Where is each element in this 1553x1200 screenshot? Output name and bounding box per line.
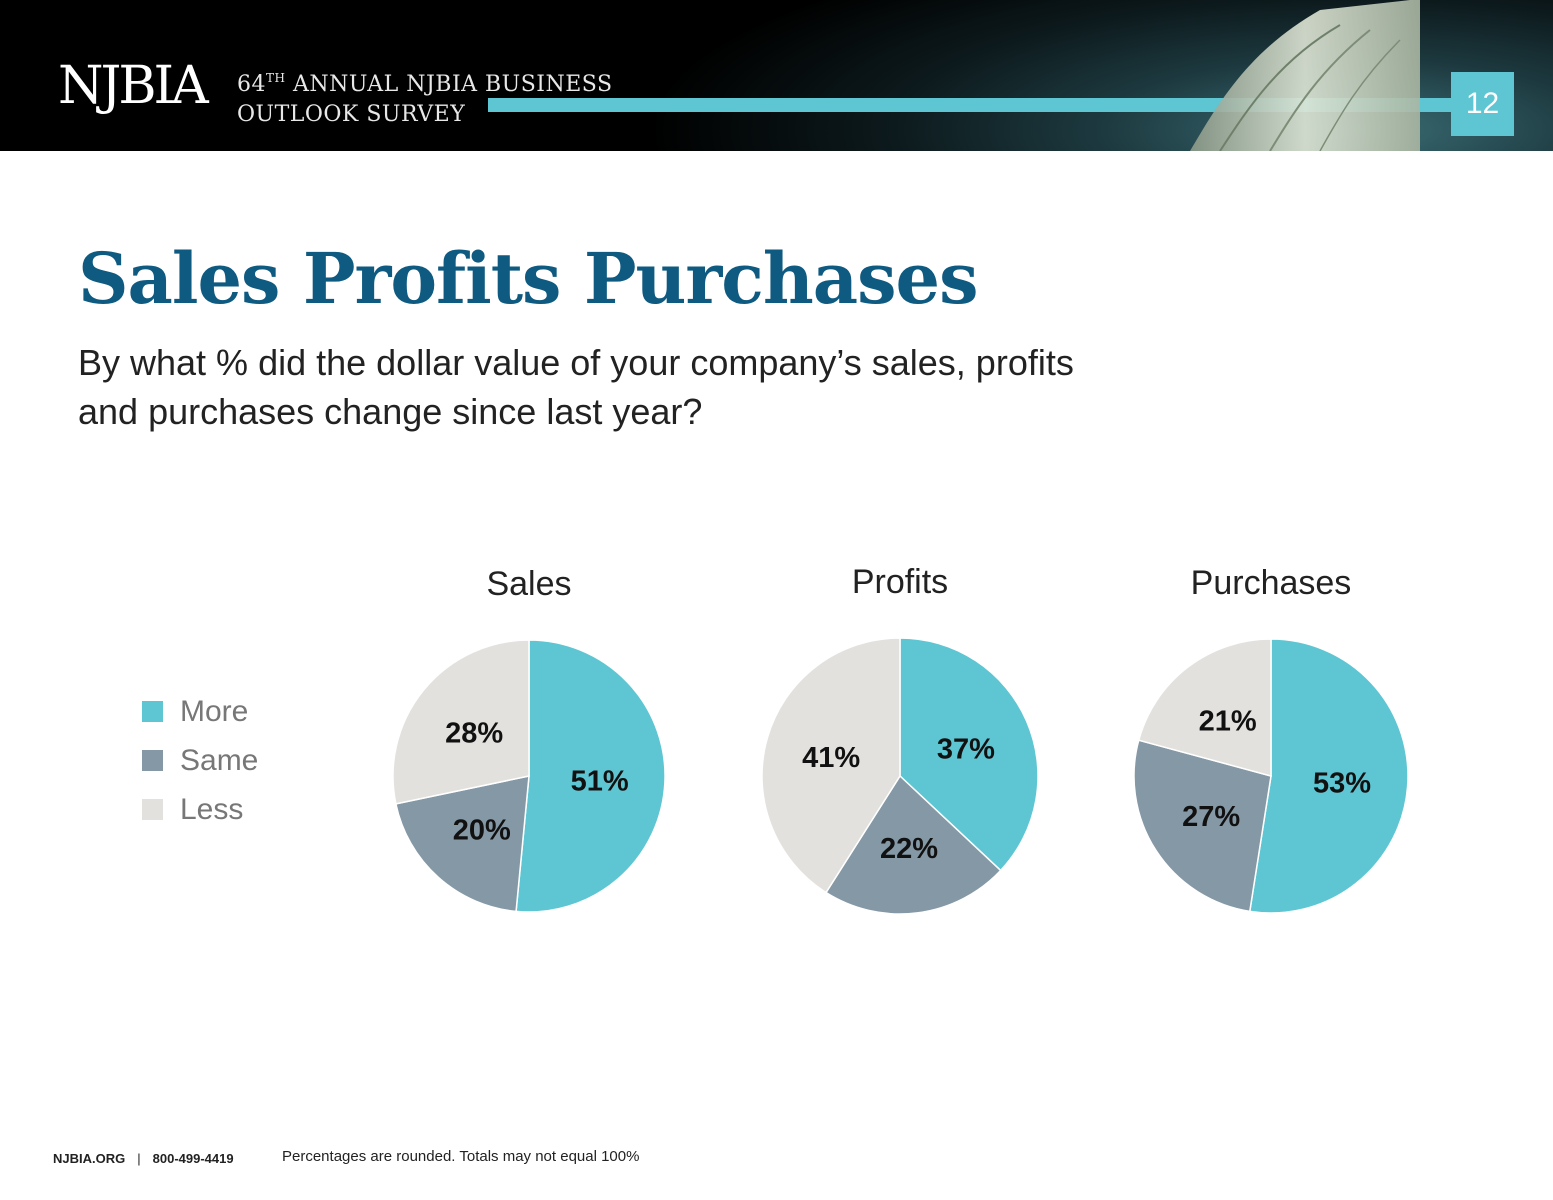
page-number: 12 (1451, 72, 1514, 136)
pie-slice-purchases-more (1248, 638, 1409, 914)
chart-title-purchases: Purchases (1191, 564, 1352, 602)
pie-label-profits-more: 37% (937, 734, 995, 766)
legend-item-same: Same (142, 736, 258, 785)
pie-label-purchases-less: 21% (1199, 705, 1257, 737)
pie-chart-purchases: Purchases 53% 27% 21% (1133, 564, 1409, 914)
legend-item-less: Less (142, 785, 258, 834)
footer-website: NJBIA.ORG (53, 1151, 126, 1166)
survey-question: By what % did the dollar value of your c… (78, 342, 1074, 432)
njbia-logo: NJBIA (58, 56, 209, 116)
legend-label-more: More (180, 694, 249, 728)
survey-title-line1: 64TH ANNUAL NJBIA BUSINESS (237, 71, 613, 97)
pie-chart-sales: Sales 51% 20% 28% (392, 565, 666, 913)
pie-label-sales-more: 51% (571, 765, 629, 797)
legend-swatch-more (142, 701, 163, 722)
pie-label-profits-same: 22% (880, 833, 938, 865)
pie-label-profits-less: 41% (802, 742, 860, 774)
survey-title-line2: OUTLOOK SURVEY (237, 102, 466, 127)
pie-slice-purchases-same (1133, 739, 1272, 913)
pie-label-purchases-more: 53% (1313, 768, 1371, 800)
pie-chart-profits: Profits 37% 22% 41% (761, 563, 1039, 915)
legend-label-less: Less (180, 792, 244, 826)
footer-contact: NJBIA.ORG | 800-499-4419 (53, 1151, 234, 1166)
pie-label-purchases-same: 27% (1182, 801, 1240, 833)
money-roll-photo (1190, 0, 1420, 151)
pie-slice-profits-same (825, 774, 1002, 915)
pie-label-sales-same: 20% (453, 815, 511, 847)
footer-separator: | (137, 1151, 141, 1166)
legend-label-same: Same (180, 743, 259, 777)
pie-slice-purchases-less (1137, 638, 1272, 777)
chart-title-profits: Profits (852, 563, 948, 601)
chart-legend: More Same Less (142, 687, 258, 834)
chart-title-sales: Sales (486, 565, 571, 603)
pie-slice-profits-less (761, 637, 901, 894)
pie-slice-sales-less (392, 639, 530, 805)
pie-slice-sales-more (515, 639, 666, 913)
page-title: Sales Profits Purchases (78, 237, 978, 320)
header-accent-bar (488, 98, 1451, 112)
legend-swatch-same (142, 750, 163, 771)
legend-swatch-less (142, 799, 163, 820)
pie-slice-profits-more (899, 637, 1039, 872)
pie-label-sales-less: 28% (445, 717, 503, 749)
header-banner: NJBIA 64TH ANNUAL NJBIA BUSINESS OUTLOOK… (0, 0, 1553, 151)
footer-phone: 800-499-4419 (152, 1151, 234, 1166)
footer-note: Percentages are rounded. Totals may not … (282, 1148, 640, 1165)
legend-item-more: More (142, 687, 258, 736)
pie-slice-sales-same (394, 775, 530, 913)
survey-title: 64TH ANNUAL NJBIA BUSINESS OUTLOOK SURVE… (237, 63, 613, 130)
